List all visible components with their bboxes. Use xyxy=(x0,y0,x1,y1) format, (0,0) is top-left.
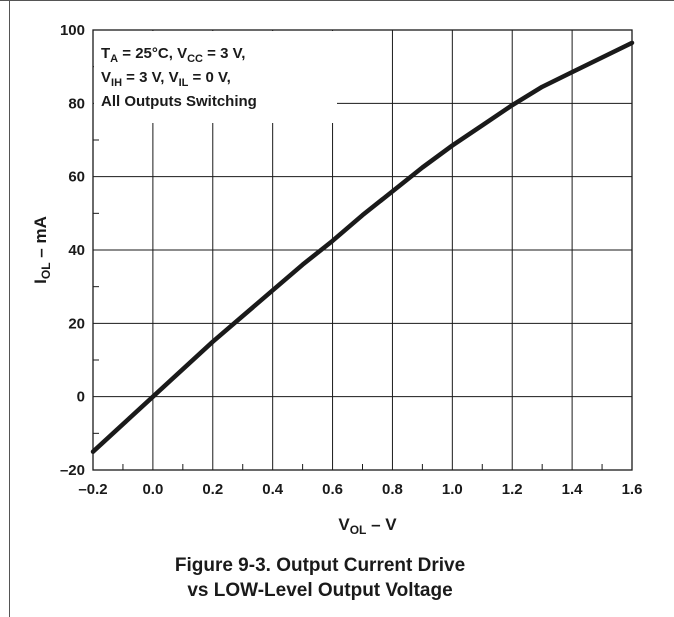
x-tick-label: 0.8 xyxy=(382,481,403,498)
x-tick-label: –0.2 xyxy=(78,481,107,498)
condition-text: All Outputs Switching xyxy=(101,93,257,110)
axis-label-main: I xyxy=(31,279,50,284)
condition-subscript: A xyxy=(110,53,118,65)
axis-label-main: V xyxy=(338,515,350,534)
y-tick-label: 60 xyxy=(68,169,85,186)
y-axis-label: IOL – mA xyxy=(31,216,53,284)
y-tick-label: 100 xyxy=(60,22,85,39)
axis-label-suffix: – V xyxy=(366,515,397,534)
y-tick-label: –20 xyxy=(60,462,85,479)
x-tick-label: 0.6 xyxy=(322,481,343,498)
figure-caption: Figure 9-3. Output Current Drive vs LOW-… xyxy=(20,553,620,603)
chart: TA = 25°C, VCC = 3 V,VIH = 3 V, VIL = 0 … xyxy=(31,22,642,537)
condition-subscript: IL xyxy=(179,77,189,89)
y-tick-label: 80 xyxy=(68,95,85,112)
x-tick-label: 1.2 xyxy=(502,481,523,498)
y-tick-labels: –20 0 20 40 60 80 100 xyxy=(60,22,85,479)
y-tick-label: 0 xyxy=(77,389,85,406)
x-tick-label: 1.4 xyxy=(562,481,584,498)
condition-subscript: CC xyxy=(187,53,203,65)
conditions-line-3: All Outputs Switching xyxy=(101,93,257,110)
conditions-line-2: VIH = 3 V, VIL = 0 V, xyxy=(101,69,231,89)
figure-caption-line-1: Figure 9-3. Output Current Drive xyxy=(174,555,466,576)
axis-label-sub: OL xyxy=(39,262,53,279)
figure-caption-line-2: vs LOW-Level Output Voltage xyxy=(187,580,453,601)
condition-text: T xyxy=(101,45,110,62)
x-tick-label: 0.2 xyxy=(202,481,223,498)
x-tick-label: 0.0 xyxy=(142,481,163,498)
condition-text: = 3 V, V xyxy=(122,69,179,86)
x-tick-label: 0.4 xyxy=(262,481,284,498)
condition-subscript: IH xyxy=(111,77,122,89)
x-axis-label: VOL – V xyxy=(338,515,397,537)
axis-label-suffix: – mA xyxy=(31,216,50,262)
x-tick-label: 1.0 xyxy=(442,481,463,498)
conditions-line-1: TA = 25°C, VCC = 3 V, xyxy=(101,45,245,65)
condition-text: = 25°C, V xyxy=(118,45,187,62)
plot-border xyxy=(92,29,633,471)
series-line xyxy=(90,40,635,454)
condition-text: = 3 V, xyxy=(203,45,245,62)
condition-text: = 0 V, xyxy=(188,69,230,86)
axis-label-sub: OL xyxy=(350,523,367,537)
conditions-box: TA = 25°C, VCC = 3 V, VIH = 3 V, VIL = 0 … xyxy=(94,31,337,123)
x-tick-label: 1.6 xyxy=(622,481,643,498)
frame-top-rule xyxy=(0,0,674,1)
y-tick-label: 40 xyxy=(68,242,85,259)
minor-ticks xyxy=(93,66,603,470)
y-tick-label: 20 xyxy=(68,315,85,332)
conditions-background xyxy=(94,31,337,123)
grid-horizontal xyxy=(93,102,632,398)
condition-text: V xyxy=(101,69,111,86)
frame-left-rule xyxy=(9,0,10,617)
series-curve-group xyxy=(90,40,635,454)
x-tick-labels: –0.2 0.0 0.2 0.4 0.6 0.8 1.0 1.2 1.4 1.6 xyxy=(78,481,642,498)
